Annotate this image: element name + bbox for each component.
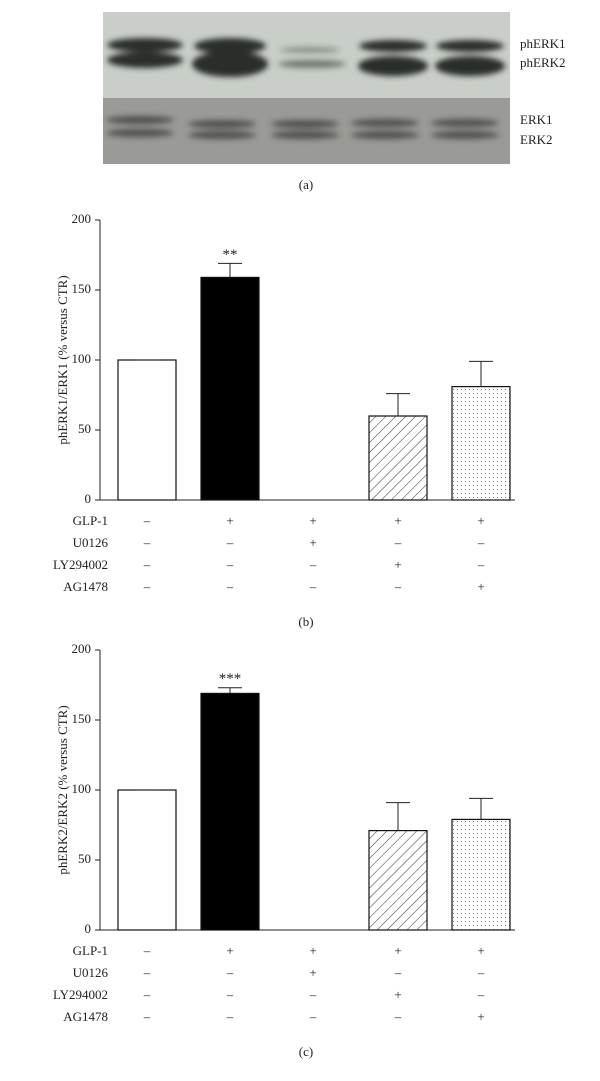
bar <box>117 789 177 931</box>
y-tick-label: 0 <box>85 921 92 936</box>
treatment-sign: + <box>477 513 484 528</box>
y-tick-label: 0 <box>85 491 92 506</box>
treatment-sign: – <box>143 987 151 1002</box>
treatment-sign: – <box>143 557 151 572</box>
bar <box>200 276 260 501</box>
treatment-name: GLP-1 <box>73 943 108 958</box>
treatment-name: LY294002 <box>53 557 108 572</box>
treatment-sign: – <box>226 579 234 594</box>
y-tick-label: 150 <box>72 711 92 726</box>
treatment-sign: + <box>309 513 316 528</box>
treatment-sign: – <box>309 579 317 594</box>
treatment-sign: – <box>143 535 151 550</box>
y-tick-label: 100 <box>72 351 92 366</box>
treatment-sign: + <box>394 987 401 1002</box>
treatment-name: AG1478 <box>63 579 108 594</box>
y-tick-label: 50 <box>78 851 91 866</box>
bar <box>368 415 428 501</box>
bar <box>451 386 511 501</box>
treatment-sign: – <box>394 965 402 980</box>
bar <box>368 829 428 931</box>
significance: *** <box>219 671 242 687</box>
bar <box>451 818 511 931</box>
treatment-sign: + <box>394 513 401 528</box>
treatment-sign: – <box>226 535 234 550</box>
treatment-sign: – <box>394 579 402 594</box>
y-tick-label: 100 <box>72 781 92 796</box>
treatment-name: AG1478 <box>63 1009 108 1024</box>
treatment-sign: + <box>226 513 233 528</box>
treatment-sign: – <box>477 557 485 572</box>
caption: (c) <box>299 1044 313 1059</box>
y-axis-label: phERK2/ERK2 (% versus CTR) <box>55 705 70 874</box>
treatment-sign: + <box>477 579 484 594</box>
treatment-sign: + <box>477 943 484 958</box>
treatment-sign: – <box>394 1009 402 1024</box>
treatment-sign: + <box>309 943 316 958</box>
treatment-sign: – <box>477 535 485 550</box>
treatment-sign: + <box>477 1009 484 1024</box>
bar <box>200 692 260 931</box>
y-axis-label: phERK1/ERK1 (% versus CTR) <box>55 275 70 444</box>
treatment-sign: – <box>309 1009 317 1024</box>
treatment-sign: – <box>143 513 151 528</box>
western-blot <box>103 12 510 164</box>
treatment-sign: + <box>309 965 316 980</box>
blot-label: phERK1 <box>520 36 566 51</box>
treatment-sign: – <box>143 943 151 958</box>
blot-label: ERK1 <box>520 112 553 127</box>
treatment-sign: – <box>143 1009 151 1024</box>
y-tick-label: 200 <box>72 211 92 226</box>
y-tick-label: 50 <box>78 421 91 436</box>
treatment-sign: – <box>226 1009 234 1024</box>
significance: ** <box>223 247 238 263</box>
treatment-sign: – <box>143 965 151 980</box>
treatment-sign: + <box>309 535 316 550</box>
treatment-sign: – <box>226 965 234 980</box>
treatment-sign: + <box>394 943 401 958</box>
treatment-sign: – <box>226 557 234 572</box>
caption: (a) <box>299 177 313 192</box>
blot-label: ERK2 <box>520 132 553 147</box>
treatment-sign: + <box>226 943 233 958</box>
treatment-sign: – <box>477 987 485 1002</box>
treatment-name: U0126 <box>73 535 109 550</box>
y-tick-label: 150 <box>72 281 92 296</box>
blot-label: phERK2 <box>520 55 566 70</box>
y-tick-label: 200 <box>72 641 92 656</box>
caption: (b) <box>298 614 313 629</box>
treatment-sign: – <box>143 579 151 594</box>
treatment-sign: – <box>394 535 402 550</box>
treatment-name: U0126 <box>73 965 109 980</box>
treatment-name: GLP-1 <box>73 513 108 528</box>
treatment-sign: – <box>226 987 234 1002</box>
treatment-name: LY294002 <box>53 987 108 1002</box>
treatment-sign: – <box>309 557 317 572</box>
treatment-sign: + <box>394 557 401 572</box>
bar <box>117 359 177 501</box>
treatment-sign: – <box>477 965 485 980</box>
treatment-sign: – <box>309 987 317 1002</box>
